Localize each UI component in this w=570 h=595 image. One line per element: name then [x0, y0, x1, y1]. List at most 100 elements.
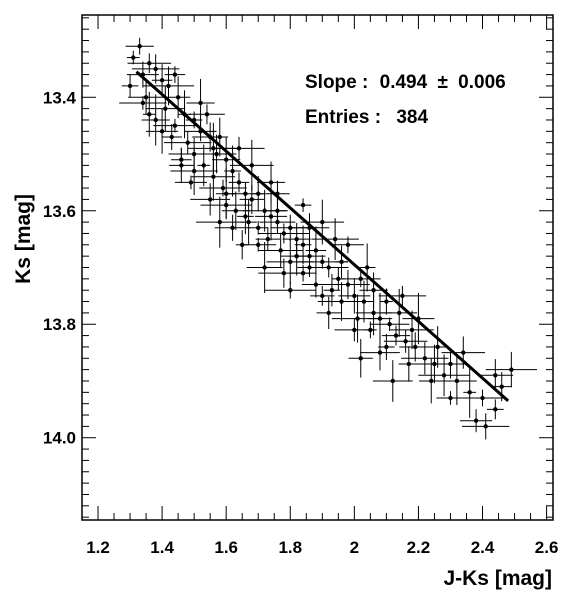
slope-error: 0.006	[458, 72, 506, 93]
data-point	[364, 265, 370, 270]
data-point	[473, 418, 479, 423]
data-point	[217, 219, 222, 225]
svg-text:Entries : 384: Entries : 384	[305, 107, 428, 128]
data-point	[432, 361, 437, 367]
data-point	[230, 168, 235, 174]
data-point	[307, 265, 312, 270]
data-point	[211, 146, 216, 151]
data-point	[265, 236, 271, 242]
data-point	[288, 287, 293, 293]
data-point	[326, 310, 331, 316]
data-point	[223, 157, 229, 162]
data-point	[320, 259, 325, 265]
data-point	[371, 310, 376, 316]
data-point	[339, 259, 344, 265]
data-point	[387, 322, 392, 327]
x-axis-title: J-Ks [mag]	[443, 567, 552, 590]
data-point	[448, 395, 453, 401]
data-point	[191, 151, 197, 157]
data-point	[281, 231, 287, 236]
data-point	[288, 259, 293, 265]
data-point	[313, 248, 319, 253]
data-points	[127, 44, 514, 429]
data-point	[409, 327, 415, 333]
data-point	[214, 151, 219, 157]
data-point	[159, 78, 165, 83]
data-point	[483, 424, 488, 429]
data-point	[275, 208, 280, 213]
x-tick-labels: 1.2 1.4 1.6 1.8 2 2.2 2.4 2.6	[86, 538, 558, 557]
slope-plus-minus: ±	[437, 72, 447, 93]
data-point	[143, 95, 149, 100]
data-point	[211, 174, 216, 179]
x-tick-label: 1.6	[214, 538, 238, 557]
y-axis-title: Ks [mag]	[12, 194, 35, 284]
data-point	[262, 265, 267, 270]
data-point	[172, 72, 178, 77]
data-point	[329, 287, 335, 293]
data-point	[236, 180, 242, 185]
data-point	[320, 293, 325, 299]
data-point	[307, 253, 312, 259]
data-point	[185, 140, 190, 145]
data-point	[131, 55, 136, 60]
data-point	[403, 339, 408, 344]
data-point	[256, 191, 261, 196]
y-tick-labels: 13.4 13.6 13.8 14.0	[43, 88, 77, 447]
data-point	[406, 361, 412, 367]
stats-box: Slope : 0.494 ± 0.006 Entries : 384	[305, 72, 506, 128]
data-point	[313, 282, 319, 287]
data-point	[429, 378, 434, 384]
y-tick-label: 14.0	[43, 429, 76, 448]
data-point	[413, 344, 418, 350]
y-tick-label: 13.8	[43, 315, 76, 334]
data-point	[294, 253, 299, 259]
data-point	[361, 299, 367, 304]
slope-value: 0.494	[380, 72, 428, 93]
data-point	[400, 293, 405, 299]
data-point	[300, 270, 306, 276]
data-point	[336, 276, 341, 282]
data-point	[201, 163, 206, 168]
data-point	[332, 236, 338, 242]
data-point	[345, 282, 351, 287]
data-point	[249, 197, 255, 202]
data-point	[207, 197, 213, 202]
data-point	[246, 219, 251, 225]
data-point	[358, 356, 363, 361]
data-point	[294, 236, 299, 242]
data-point	[397, 310, 402, 316]
svg-text:Slope : 0.494 ±: Slope : 0.494 ± 0.006	[305, 72, 506, 93]
data-point	[223, 191, 229, 196]
x-axis-ticks	[81, 15, 548, 520]
data-point	[352, 293, 357, 299]
data-point	[499, 384, 504, 389]
data-point	[493, 407, 498, 412]
data-point	[236, 146, 242, 151]
data-point	[377, 350, 383, 355]
entries-value: 384	[396, 107, 428, 128]
data-point	[256, 225, 261, 230]
y-tick-label: 13.6	[43, 202, 76, 221]
data-point	[137, 44, 142, 49]
y-tick-label: 13.4	[43, 88, 77, 107]
data-point	[339, 299, 344, 304]
x-tick-label: 2.6	[535, 538, 559, 557]
fit-line	[135, 70, 510, 402]
data-point	[179, 163, 184, 168]
data-point	[256, 242, 261, 248]
x-tick-label: 2.4	[471, 538, 495, 557]
x-tick-label: 2	[350, 538, 359, 557]
data-point	[153, 117, 158, 123]
data-point	[326, 265, 331, 270]
data-point	[448, 361, 453, 367]
data-point	[204, 112, 210, 117]
data-point	[352, 327, 357, 333]
data-point	[422, 356, 428, 361]
data-point	[441, 373, 447, 378]
y-axis-ticks	[82, 17, 553, 518]
data-point	[153, 66, 158, 72]
data-point	[454, 378, 460, 384]
slope-label: Slope :	[305, 72, 368, 93]
